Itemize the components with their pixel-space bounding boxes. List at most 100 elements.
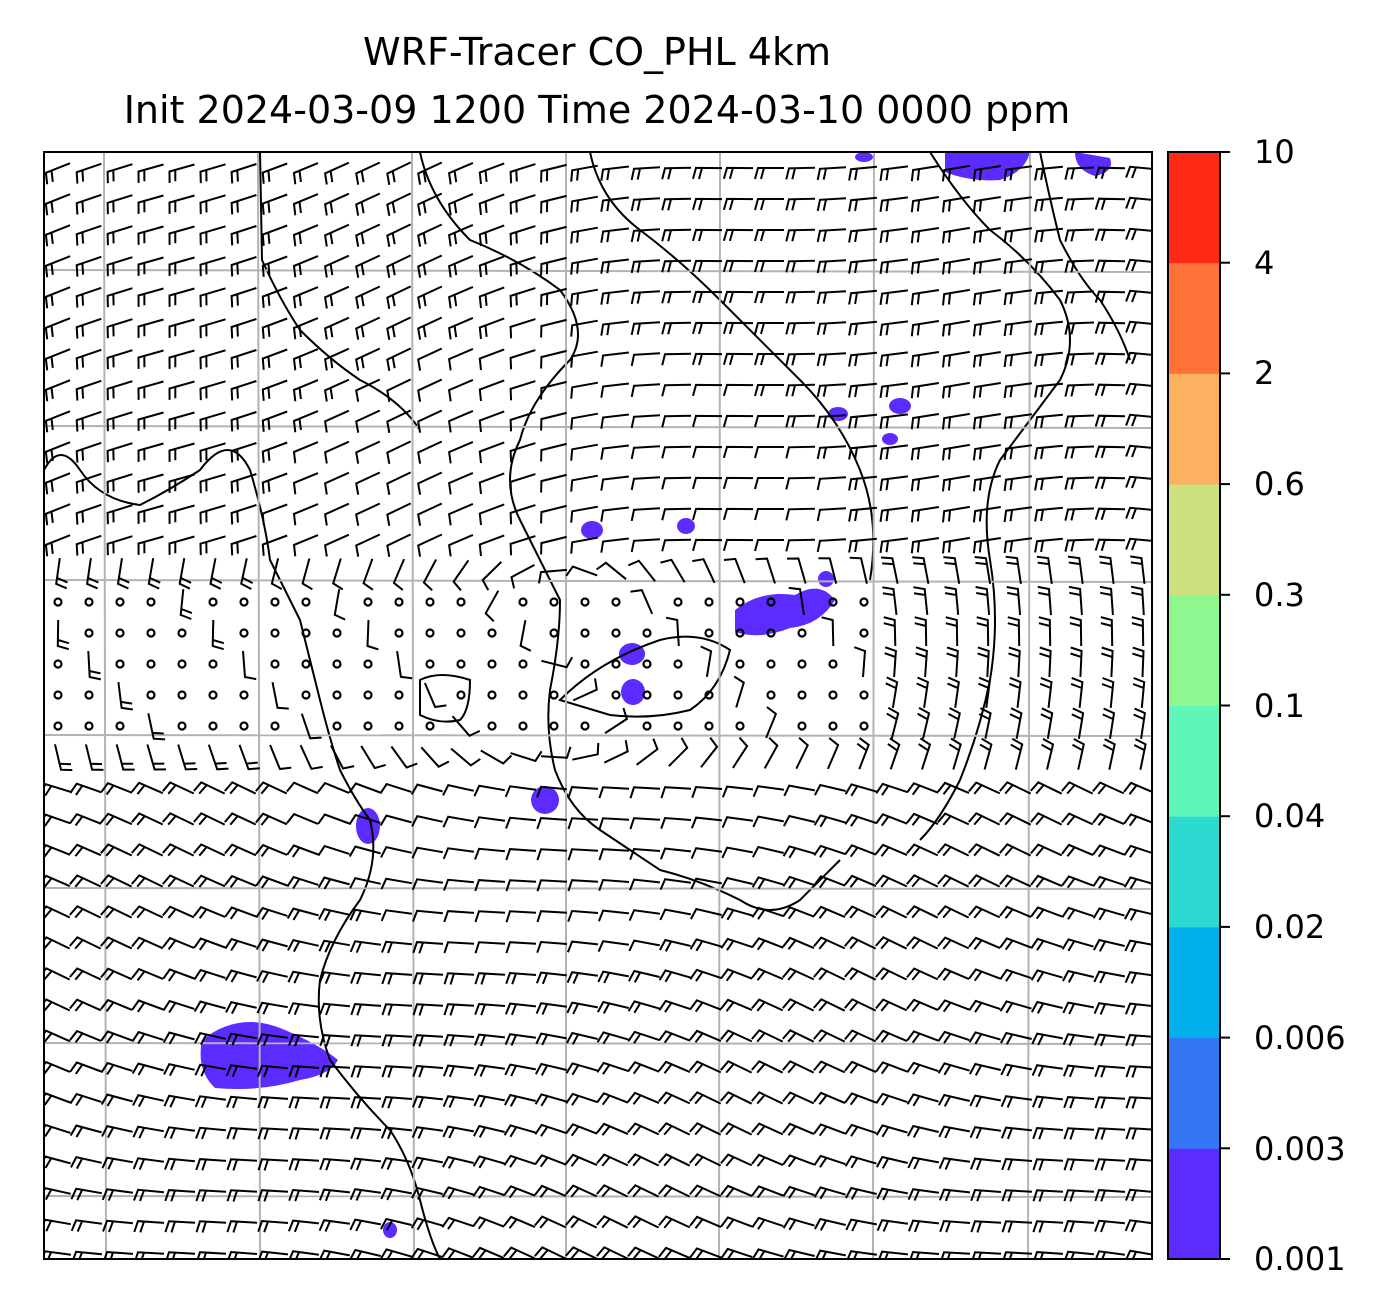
wind-barb xyxy=(100,1093,133,1107)
wind-barb xyxy=(1062,1033,1095,1046)
wind-barb xyxy=(570,319,598,337)
wind-barb xyxy=(474,941,506,954)
wind-barb xyxy=(137,194,164,214)
wind-barb xyxy=(785,352,816,366)
wind-barb xyxy=(879,320,909,337)
wind-barb xyxy=(380,877,412,890)
wind-barb xyxy=(783,784,815,797)
tracer-patch-top xyxy=(855,152,873,162)
wind-barb xyxy=(317,844,350,857)
wind-barb xyxy=(720,1091,753,1105)
wind-barb xyxy=(256,1001,288,1015)
wind-barb xyxy=(261,472,288,494)
calm-wind-marker xyxy=(177,721,187,731)
wind-barb xyxy=(816,321,847,336)
wind-barb xyxy=(131,843,164,857)
wind-barb xyxy=(813,844,846,858)
wind-barb xyxy=(226,1095,257,1109)
wind-barb xyxy=(101,1156,133,1170)
wind-barb xyxy=(630,321,661,336)
wind-barb xyxy=(848,351,877,367)
wind-barb xyxy=(567,786,599,799)
wind-barb xyxy=(572,742,600,761)
wind-barb xyxy=(472,1155,505,1169)
wind-barb xyxy=(918,737,932,770)
calm-wind-marker xyxy=(518,690,528,700)
wind-barb xyxy=(102,1219,133,1233)
wind-barb xyxy=(412,909,443,922)
wind-barb xyxy=(350,1126,382,1140)
colorbar-label: 0.6 xyxy=(1254,465,1305,503)
wind-barb xyxy=(942,412,970,430)
wind-barb xyxy=(910,351,940,368)
wind-barb xyxy=(1102,707,1116,739)
wind-barb xyxy=(1033,1251,1064,1259)
wind-barb xyxy=(286,844,319,858)
wind-barb xyxy=(443,1003,475,1016)
wind-barb xyxy=(938,1093,970,1107)
wind-barb xyxy=(411,846,443,859)
wind-barb xyxy=(261,286,288,308)
calm-wind-marker xyxy=(580,721,590,731)
wind-barb xyxy=(230,411,257,432)
wind-barb xyxy=(355,254,381,278)
wind-barb xyxy=(910,165,940,182)
wind-barb xyxy=(317,781,350,794)
calm-wind-marker xyxy=(611,597,621,607)
wind-barb xyxy=(1031,1032,1063,1046)
wind-barb xyxy=(968,812,1001,826)
wind-barb xyxy=(1125,320,1152,334)
wind-barb xyxy=(844,813,877,827)
wind-barb xyxy=(1063,1158,1095,1171)
calm-wind-marker xyxy=(549,628,559,638)
calm-wind-marker xyxy=(301,628,311,638)
wind-barb xyxy=(844,1155,877,1169)
wind-barb xyxy=(261,348,288,370)
wind-barb xyxy=(813,1186,846,1200)
wind-barb xyxy=(450,747,481,767)
wind-barb xyxy=(131,812,164,826)
wind-barb xyxy=(782,967,815,981)
wind-barb xyxy=(844,1092,877,1106)
wind-barb xyxy=(448,223,474,247)
wind-barb xyxy=(238,744,260,771)
wind-barb xyxy=(879,537,909,554)
wind-barb xyxy=(1070,676,1084,709)
wind-barb xyxy=(380,1126,413,1140)
wind-barb xyxy=(1125,475,1152,489)
wind-barb xyxy=(44,379,71,402)
wind-barb xyxy=(943,556,961,584)
wind-barb xyxy=(1133,707,1147,740)
wind-barb xyxy=(390,745,418,769)
wind-barb xyxy=(225,1001,257,1015)
wind-barb xyxy=(849,556,868,584)
wind-barb xyxy=(106,287,133,308)
wind-barb xyxy=(422,559,437,592)
wind-barb xyxy=(1034,537,1063,553)
wind-barb xyxy=(946,646,959,678)
colorbar-label: 4 xyxy=(1254,244,1275,282)
wind-barb xyxy=(292,379,319,402)
wind-barb xyxy=(132,1125,164,1139)
wind-barb xyxy=(386,378,412,402)
wind-barb xyxy=(659,938,691,952)
wind-barb xyxy=(106,473,133,494)
wind-barb xyxy=(386,254,412,278)
wind-barb xyxy=(288,1158,320,1171)
wind-barb xyxy=(910,444,940,461)
wind-barb xyxy=(721,876,753,889)
wind-barb xyxy=(503,1154,536,1168)
wind-barb xyxy=(722,321,754,335)
wind-barb xyxy=(692,228,723,242)
wind-barb xyxy=(226,1158,258,1171)
wind-barb xyxy=(1000,1063,1032,1077)
calm-wind-marker xyxy=(735,721,745,731)
wind-barb xyxy=(910,227,940,244)
calm-wind-marker xyxy=(704,628,714,638)
wind-barb xyxy=(689,999,722,1013)
wind-barb xyxy=(885,676,899,708)
wind-barb xyxy=(754,384,784,397)
wind-barb xyxy=(570,412,598,430)
wind-barb xyxy=(1125,258,1152,272)
map-title-line-2: Init 2024-03-09 1200 Time 2024-03-10 000… xyxy=(123,88,1071,132)
